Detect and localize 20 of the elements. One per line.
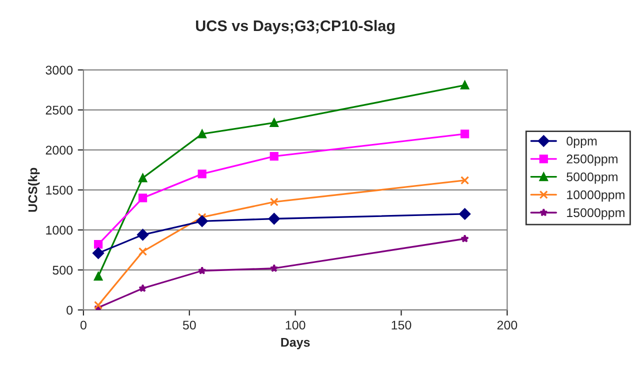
- legend-label: 5000ppm: [566, 172, 618, 184]
- y-tick-label: 3000: [46, 66, 73, 75]
- x-tick-label: 0: [80, 320, 86, 330]
- x-tick-label: 150: [392, 320, 412, 330]
- legend-label: 0ppm: [566, 136, 597, 148]
- y-axis-title: UCS(kp: [28, 168, 40, 212]
- y-tick-label: 500: [52, 266, 73, 275]
- y-tick-label: 1000: [46, 226, 73, 235]
- chart-title: UCS vs Days;G3;CP10-Slag: [196, 20, 394, 34]
- x-tick-label: 50: [182, 320, 196, 330]
- x-tick-label: 200: [497, 320, 518, 330]
- x-tick-label: 100: [286, 320, 306, 330]
- y-tick-label: 2000: [46, 146, 73, 155]
- y-tick-label: 2500: [46, 106, 73, 115]
- legend-label: 15000ppm: [567, 208, 624, 220]
- legend-label: 10000ppm: [567, 190, 624, 202]
- y-tick-label: 0: [66, 306, 73, 315]
- legend-label: 2500ppm: [566, 154, 618, 166]
- y-tick-label: 1500: [46, 186, 73, 195]
- x-axis-title: Days: [281, 338, 310, 350]
